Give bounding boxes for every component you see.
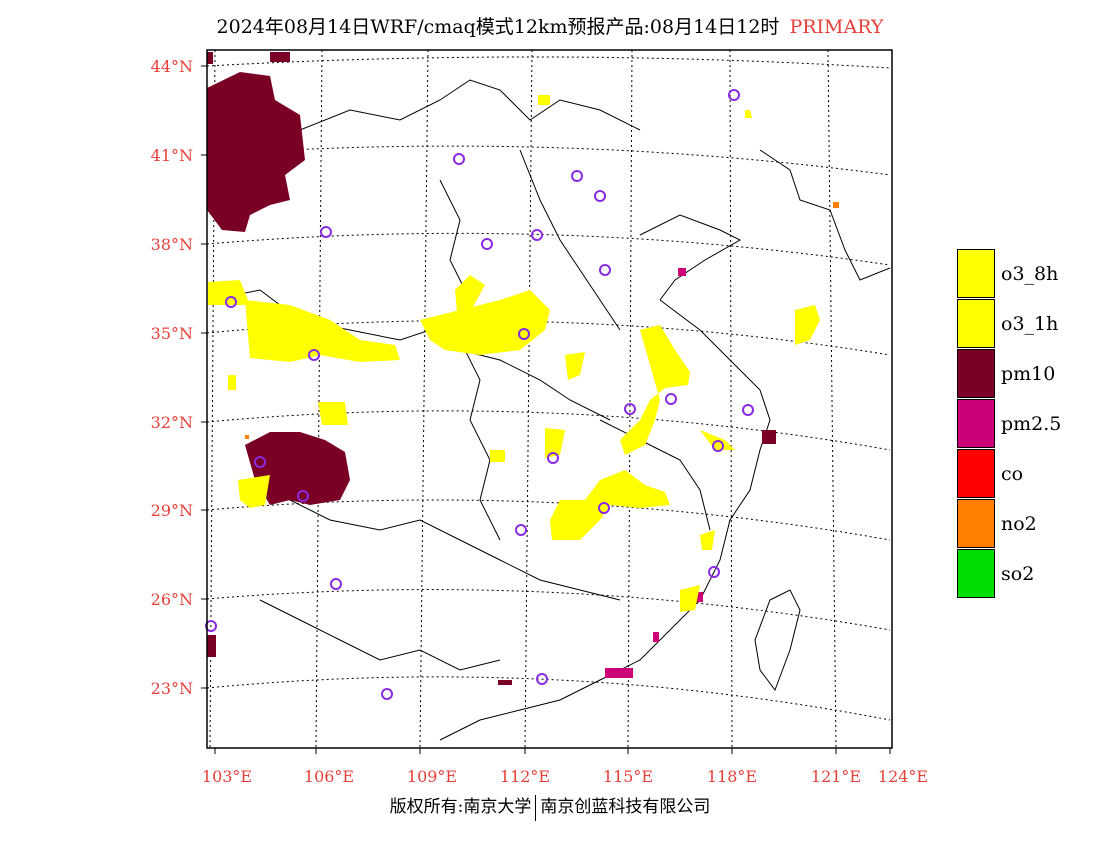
station-marker — [708, 566, 720, 578]
footer-credit: 版权所有:南京大学 南京创蓝科技有限公司 — [0, 792, 1100, 821]
station-marker — [453, 153, 465, 165]
o3-areas — [208, 95, 820, 612]
station-marker — [330, 578, 342, 590]
station-marker — [515, 524, 527, 536]
pm10-areas — [207, 52, 776, 685]
other-pollutant-dots — [245, 202, 839, 439]
station-marker — [518, 328, 530, 340]
legend-swatch — [957, 249, 995, 298]
station-marker — [665, 393, 677, 405]
station-marker — [297, 490, 309, 502]
lat-label: 23°N — [151, 679, 193, 698]
map-title: 2024年08月14日WRF/cmaq模式12km预报产品:08月14日12时 P… — [0, 12, 1100, 39]
legend-swatch — [957, 349, 995, 398]
station-marker — [381, 688, 393, 700]
legend-swatch — [957, 399, 995, 448]
station-marker — [205, 620, 217, 632]
lon-label: 106°E — [304, 767, 354, 786]
legend-swatch — [957, 449, 995, 498]
station-marker — [254, 456, 266, 468]
station-marker — [308, 349, 320, 361]
station-marker — [531, 229, 543, 241]
station-marker — [728, 89, 740, 101]
map-frame — [206, 49, 893, 749]
footer-right: 南京创蓝科技有限公司 — [540, 797, 711, 817]
station-marker — [571, 170, 583, 182]
station-marker — [624, 403, 636, 415]
legend-label: o3_8h — [1001, 263, 1059, 285]
station-marker — [712, 440, 724, 452]
title-main: 2024年08月14日WRF/cmaq模式12km预报产品:08月14日12时 — [216, 16, 780, 38]
station-marker — [598, 502, 610, 514]
station-markers — [205, 89, 754, 700]
station-marker — [481, 238, 493, 250]
lon-label: 121°E — [811, 767, 861, 786]
lat-label: 32°N — [151, 413, 193, 432]
footer-separator — [535, 794, 537, 821]
lon-label: 112°E — [500, 767, 550, 786]
station-marker — [536, 673, 548, 685]
graticule — [206, 49, 891, 749]
pm25-areas — [605, 268, 703, 678]
lat-label: 35°N — [151, 324, 193, 343]
lon-label: 109°E — [407, 767, 457, 786]
legend-label: pm10 — [1001, 363, 1056, 385]
station-marker — [599, 264, 611, 276]
title-tag: PRIMARY — [789, 16, 884, 38]
lon-label: 115°E — [603, 767, 653, 786]
lat-label: 26°N — [151, 590, 193, 609]
legend-label: o3_1h — [1001, 313, 1059, 335]
station-marker — [225, 296, 237, 308]
legend-swatch — [957, 499, 995, 548]
legend-label: co — [1001, 463, 1024, 485]
lat-label: 29°N — [151, 501, 193, 520]
longitude-labels: 103°E 106°E 109°E 112°E 115°E 118°E 121°… — [202, 767, 928, 786]
legend-label: so2 — [1001, 563, 1035, 585]
boundary-lines — [209, 79, 891, 741]
lon-label: 124°E — [878, 767, 928, 786]
lat-label: 44°N — [151, 57, 193, 76]
legend-label: no2 — [1001, 513, 1037, 535]
legend-swatch — [957, 299, 995, 348]
station-marker — [594, 190, 606, 202]
forecast-map: 44°N 41°N 38°N 35°N 32°N 29°N 26°N 23°N … — [151, 49, 928, 786]
station-marker — [742, 404, 754, 416]
station-marker — [320, 226, 332, 238]
legend-swatch — [957, 549, 995, 598]
lon-label: 103°E — [202, 767, 252, 786]
legend-label: pm2.5 — [1001, 413, 1062, 435]
footer-left: 版权所有:南京大学 — [389, 797, 532, 817]
station-marker — [547, 452, 559, 464]
lat-label: 38°N — [151, 235, 193, 254]
lat-label: 41°N — [151, 146, 193, 165]
tick-marks — [201, 65, 891, 754]
latitude-labels: 44°N 41°N 38°N 35°N 32°N 29°N 26°N 23°N — [151, 57, 193, 698]
lon-label: 118°E — [707, 767, 757, 786]
